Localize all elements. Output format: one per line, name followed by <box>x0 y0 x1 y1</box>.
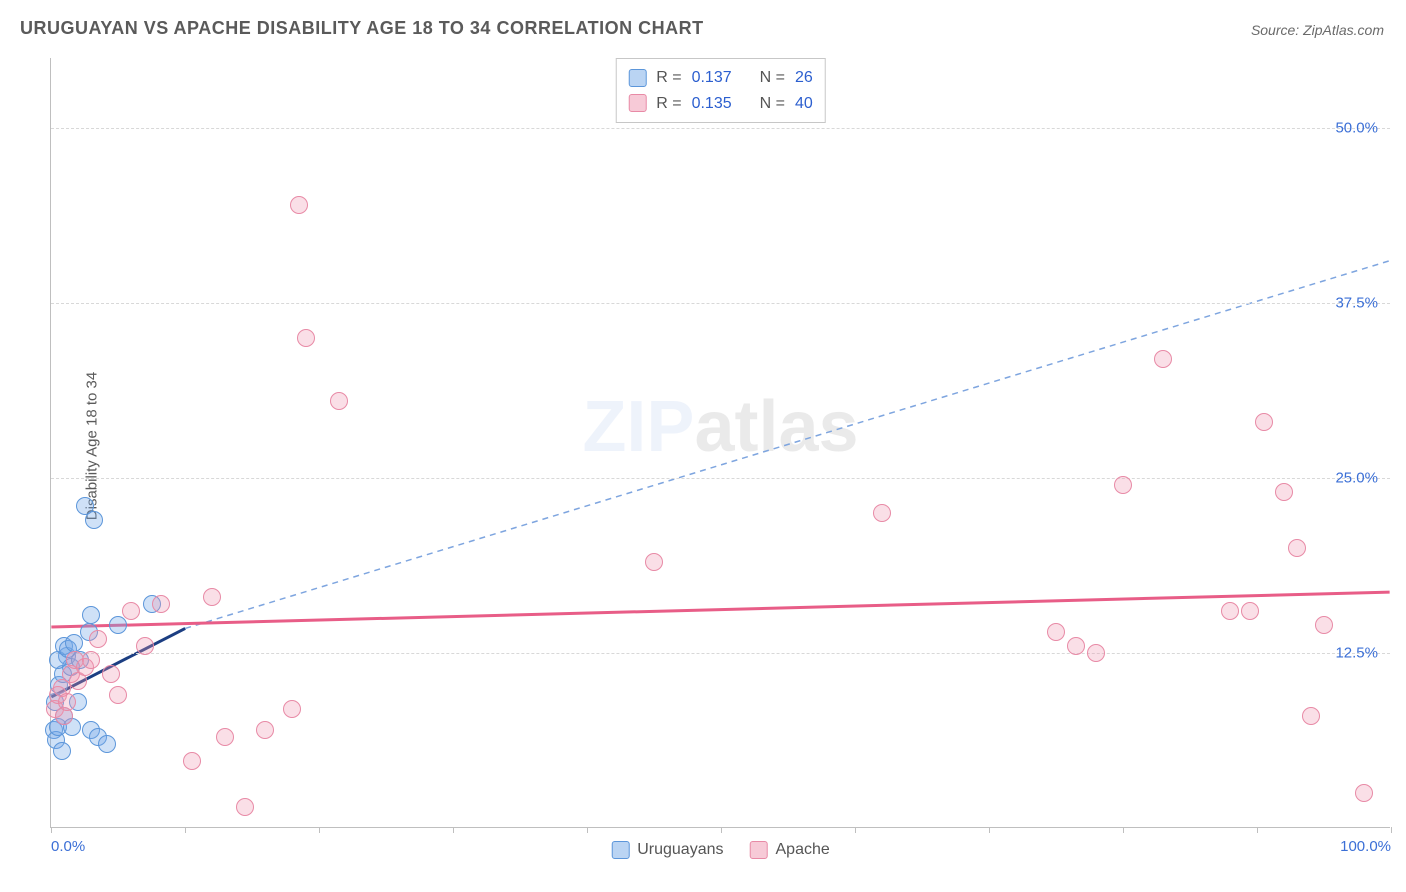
data-point <box>58 693 76 711</box>
x-tick <box>51 827 52 833</box>
data-point <box>1315 616 1333 634</box>
data-point <box>85 511 103 529</box>
data-point <box>1154 350 1172 368</box>
legend-n-value: 40 <box>795 91 813 117</box>
legend-swatch-uruguayans <box>611 841 629 859</box>
data-point <box>183 752 201 770</box>
trendline <box>185 261 1389 629</box>
legend-label: Apache <box>776 841 830 859</box>
data-point <box>1114 476 1132 494</box>
data-point <box>122 602 140 620</box>
data-point <box>1067 637 1085 655</box>
legend-r-label: R = <box>656 65 681 91</box>
watermark-zip: ZIP <box>582 387 694 467</box>
gridline <box>51 128 1390 129</box>
legend-n-label: N = <box>760 65 785 91</box>
data-point <box>109 686 127 704</box>
legend-swatch-apache <box>628 94 646 112</box>
data-point <box>645 553 663 571</box>
data-point <box>89 630 107 648</box>
data-point <box>98 735 116 753</box>
x-tick <box>185 827 186 833</box>
data-point <box>136 637 154 655</box>
data-point <box>109 616 127 634</box>
data-point <box>1047 623 1065 641</box>
x-tick-label-min: 0.0% <box>51 838 85 855</box>
data-point <box>152 595 170 613</box>
data-point <box>1241 602 1259 620</box>
data-point <box>297 329 315 347</box>
legend-n-value: 26 <box>795 65 813 91</box>
gridline <box>51 303 1390 304</box>
x-tick <box>1257 827 1258 833</box>
x-tick <box>319 827 320 833</box>
data-point <box>1087 644 1105 662</box>
source-attribution: Source: ZipAtlas.com <box>1251 22 1384 38</box>
data-point <box>1302 707 1320 725</box>
legend-series: Uruguayans Apache <box>611 841 830 859</box>
chart-title: URUGUAYAN VS APACHE DISABILITY AGE 18 TO… <box>20 18 704 39</box>
legend-item: Uruguayans <box>611 841 723 859</box>
x-tick <box>855 827 856 833</box>
data-point <box>53 742 71 760</box>
data-point <box>1355 784 1373 802</box>
y-tick-label: 37.5% <box>1335 295 1378 312</box>
legend-stats-row: R = 0.135 N = 40 <box>628 91 813 117</box>
x-tick <box>1123 827 1124 833</box>
data-point <box>203 588 221 606</box>
data-point <box>290 196 308 214</box>
data-point <box>216 728 234 746</box>
data-point <box>330 392 348 410</box>
legend-swatch-apache <box>750 841 768 859</box>
legend-swatch-uruguayans <box>628 69 646 87</box>
y-tick-label: 12.5% <box>1335 645 1378 662</box>
legend-label: Uruguayans <box>637 841 723 859</box>
data-point <box>102 665 120 683</box>
data-point <box>82 651 100 669</box>
legend-r-value: 0.137 <box>692 65 732 91</box>
data-point <box>82 606 100 624</box>
x-tick <box>587 827 588 833</box>
x-tick <box>453 827 454 833</box>
trendlines <box>51 58 1390 827</box>
data-point <box>873 504 891 522</box>
legend-n-label: N = <box>760 91 785 117</box>
data-point <box>1288 539 1306 557</box>
data-point <box>256 721 274 739</box>
x-tick <box>721 827 722 833</box>
x-tick <box>989 827 990 833</box>
y-tick-label: 25.0% <box>1335 470 1378 487</box>
data-point <box>283 700 301 718</box>
trendline <box>51 592 1389 627</box>
legend-r-label: R = <box>656 91 681 117</box>
legend-stats: R = 0.137 N = 26 R = 0.135 N = 40 <box>615 58 826 123</box>
watermark-atlas: atlas <box>694 387 858 467</box>
data-point <box>1221 602 1239 620</box>
data-point <box>1275 483 1293 501</box>
watermark: ZIPatlas <box>582 386 858 468</box>
legend-item: Apache <box>750 841 830 859</box>
gridline <box>51 653 1390 654</box>
gridline <box>51 478 1390 479</box>
scatter-plot: ZIPatlas R = 0.137 N = 26 R = 0.135 N = … <box>50 58 1390 828</box>
x-tick-label-max: 100.0% <box>1340 838 1391 855</box>
legend-stats-row: R = 0.137 N = 26 <box>628 65 813 91</box>
legend-r-value: 0.135 <box>692 91 732 117</box>
data-point <box>236 798 254 816</box>
data-point <box>1255 413 1273 431</box>
x-tick <box>1391 827 1392 833</box>
y-tick-label: 50.0% <box>1335 120 1378 137</box>
